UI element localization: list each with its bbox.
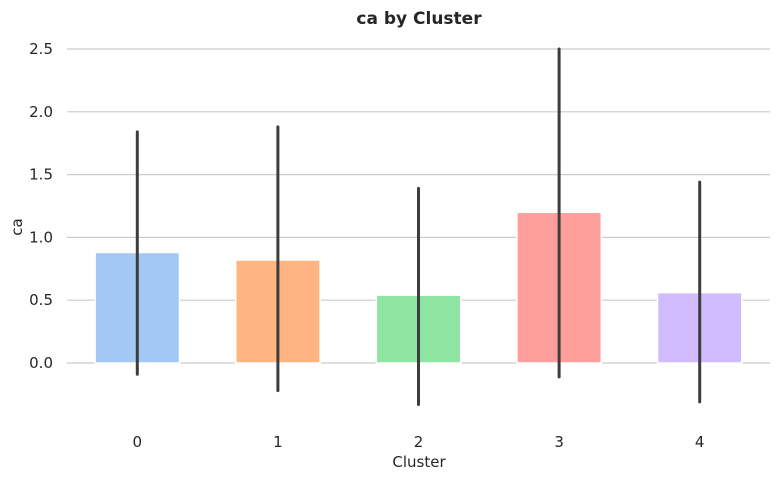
x-tick-label: 4	[695, 433, 705, 451]
y-tick-labels: 0.0 0.5 1.0 1.5 2.0 2.5	[29, 40, 53, 372]
x-tick-labels: 0 1 2 3 4	[133, 433, 705, 451]
x-axis-label: Cluster	[392, 453, 446, 471]
y-tick-label: 2.0	[29, 103, 53, 121]
x-tick-label: 0	[133, 433, 143, 451]
x-tick-label: 1	[273, 433, 283, 451]
y-tick-label: 0.0	[29, 354, 53, 372]
y-tick-label: 0.5	[29, 291, 53, 309]
x-tick-label: 3	[554, 433, 564, 451]
y-tick-label: 1.0	[29, 228, 53, 246]
x-tick-label: 2	[414, 433, 424, 451]
y-tick-label: 2.5	[29, 40, 53, 58]
chart-title: ca by Cluster	[356, 9, 482, 29]
error-bars	[135, 47, 702, 406]
y-tick-label: 1.5	[29, 166, 53, 184]
y-axis-label: ca	[8, 218, 26, 235]
